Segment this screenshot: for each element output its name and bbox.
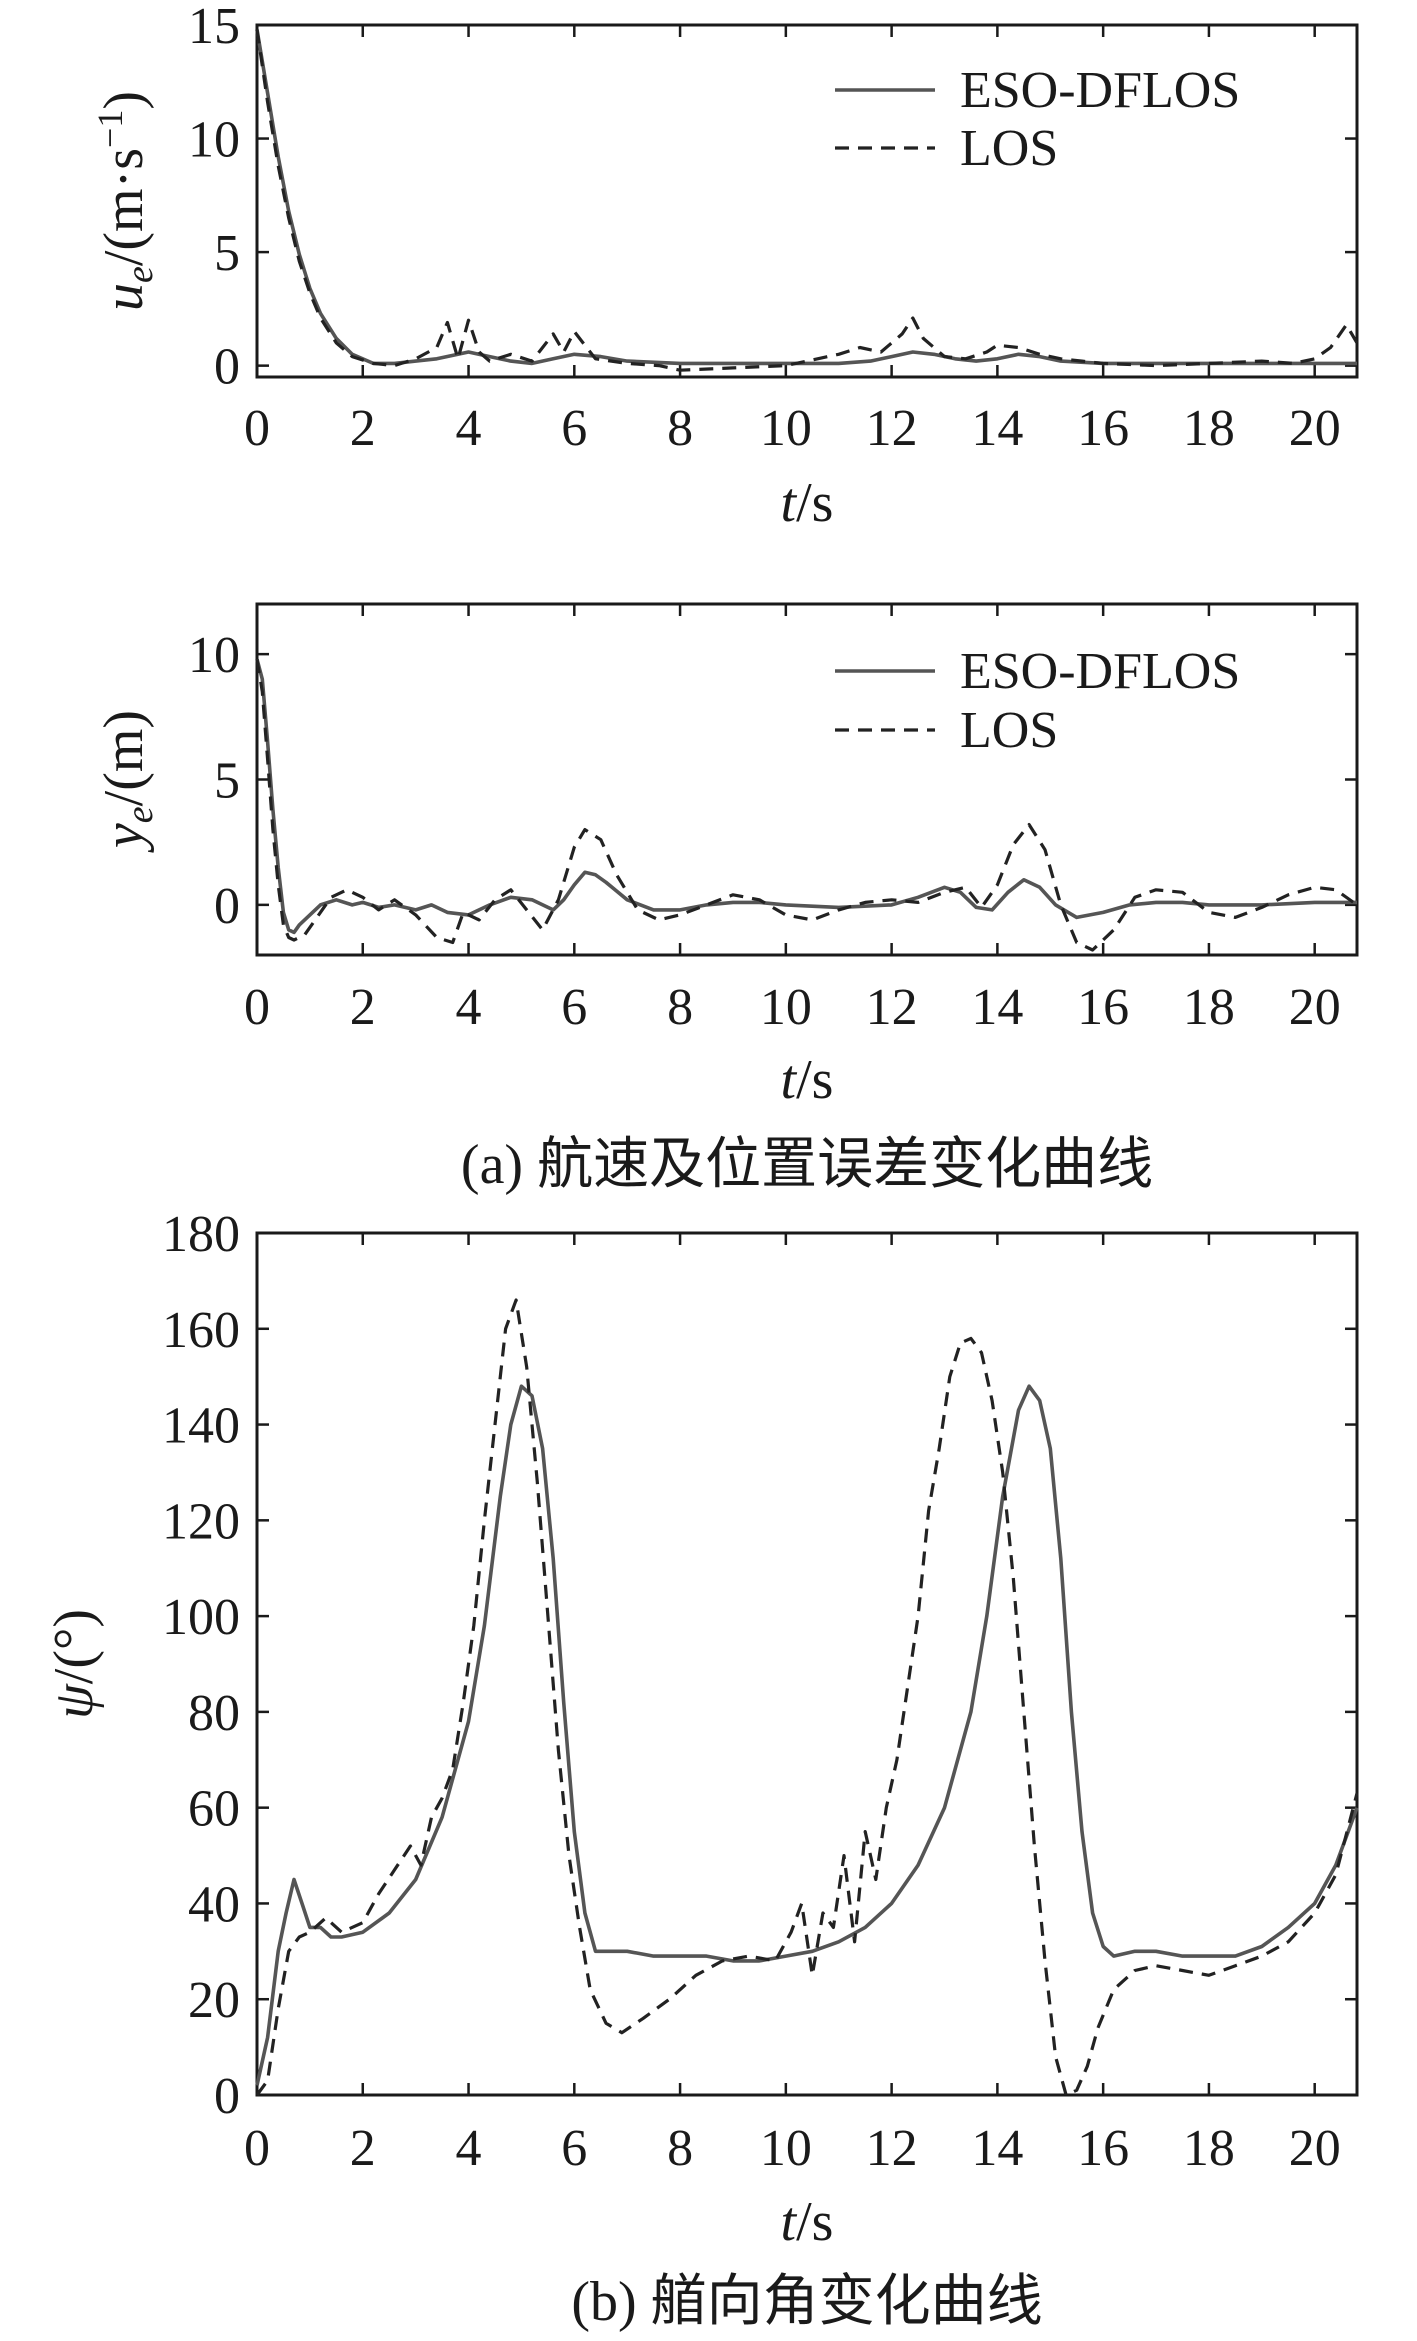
x-tick-label: 10 — [760, 979, 812, 1036]
y-tick-label: 160 — [162, 1302, 240, 1359]
x-tick-label: 18 — [1183, 2120, 1235, 2177]
x-tick-label: 20 — [1289, 979, 1341, 1036]
x-axis-label-heading-angle: t/s — [781, 2191, 834, 2253]
x-tick-label: 16 — [1077, 979, 1129, 1036]
y-axis-label-u-error: ue/(m·s−1) — [90, 91, 161, 311]
y-tick-label: 60 — [188, 1781, 240, 1838]
x-tick-label: 4 — [456, 2120, 482, 2177]
x-tick-label: 6 — [561, 400, 587, 457]
x-tick-label: 8 — [667, 2120, 693, 2177]
y-tick-label: 0 — [214, 2068, 240, 2125]
x-tick-label: 18 — [1183, 979, 1235, 1036]
y-tick-label: 20 — [188, 1972, 240, 2029]
plot-frame-heading-angle — [255, 1231, 1359, 2097]
series-los-u-error — [255, 29, 1359, 372]
x-tick-label: 14 — [971, 2120, 1023, 2177]
x-tick-label: 4 — [456, 400, 482, 457]
series-eso-dflos-heading-angle — [255, 1384, 1359, 2086]
series-eso-dflos-u-error — [255, 29, 1357, 366]
x-tick-label: 10 — [760, 2120, 812, 2177]
y-tick-label: 10 — [188, 627, 240, 684]
legend-position-error: ESO-DFLOS LOS — [835, 643, 1240, 759]
series-eso-dflos-position-error — [255, 658, 1357, 935]
y-tick-label: 15 — [188, 0, 240, 55]
caption-a: (a) 航速及位置误差变化曲线 — [461, 1134, 1153, 1196]
x-tick-label: 0 — [244, 400, 270, 457]
legend-label-eso-dflos: ESO-DFLOS — [960, 643, 1240, 700]
x-tick-label: 4 — [456, 979, 482, 1036]
legend-label-los: LOS — [960, 702, 1058, 759]
y-axis-label-position-error: ye/(m) — [93, 710, 161, 853]
x-tick-label: 12 — [866, 979, 918, 1036]
x-tick-label: 2 — [350, 400, 376, 457]
x-tick-label: 8 — [667, 400, 693, 457]
x-tick-label: 0 — [244, 979, 270, 1036]
chart-u-error: 0 2 4 6 8 10 12 14 16 18 20 0 5 10 15 ESO-DFLOS LOS t/… — [90, 0, 1359, 534]
y-tick-label: 5 — [214, 753, 240, 810]
legend-label-eso-dflos: ESO-DFLOS — [960, 62, 1240, 119]
legend-u-error: ESO-DFLOS LOS — [835, 62, 1240, 177]
y-tick-label: 10 — [188, 112, 240, 169]
x-tick-label: 16 — [1077, 400, 1129, 457]
x-tick-label: 6 — [561, 979, 587, 1036]
y-tick-label: 0 — [214, 878, 240, 935]
x-axis-label-u-error: t/s — [781, 472, 834, 534]
axis-ticks-u-error: 0 2 4 6 8 10 12 14 16 18 20 0 5 10 15 — [188, 0, 1357, 457]
legend-label-los: LOS — [960, 120, 1058, 177]
y-axis-label-heading-angle: ψ/(°) — [43, 1609, 105, 1719]
caption-b: (b) 艏向角变化曲线 — [571, 2271, 1042, 2333]
series-los-heading-angle — [255, 1298, 1359, 2097]
y-tick-label: 0 — [214, 339, 240, 396]
plot-frame-u-error — [255, 23, 1359, 379]
x-tick-label: 14 — [971, 400, 1023, 457]
x-tick-label: 6 — [561, 2120, 587, 2177]
x-axis-label-position-error: t/s — [781, 1049, 834, 1111]
y-tick-label: 180 — [162, 1206, 240, 1263]
x-tick-label: 20 — [1289, 2120, 1341, 2177]
x-tick-label: 0 — [244, 2120, 270, 2177]
x-tick-label: 20 — [1289, 400, 1341, 457]
y-tick-label: 5 — [214, 225, 240, 282]
x-tick-label: 12 — [866, 400, 918, 457]
x-tick-label: 10 — [760, 400, 812, 457]
x-tick-label: 2 — [350, 2120, 376, 2177]
x-tick-label: 8 — [667, 979, 693, 1036]
x-tick-label: 14 — [971, 979, 1023, 1036]
axis-ticks-heading-angle: 0 2 4 6 8 10 12 14 16 18 20 0 20 40 60 80 100 120 140 160 18… — [162, 1206, 1357, 2177]
x-tick-label: 16 — [1077, 2120, 1129, 2177]
y-tick-label: 80 — [188, 1685, 240, 1742]
y-tick-label: 40 — [188, 1876, 240, 1933]
x-tick-label: 2 — [350, 979, 376, 1036]
y-tick-label: 120 — [162, 1493, 240, 1550]
y-tick-label: 100 — [162, 1589, 240, 1646]
x-tick-label: 18 — [1183, 400, 1235, 457]
y-tick-label: 140 — [162, 1398, 240, 1455]
x-tick-label: 12 — [866, 2120, 918, 2177]
series-los-position-error — [255, 658, 1358, 952]
axis-ticks-position-error: 0 2 4 6 8 10 12 14 16 18 20 0 5 10 — [188, 604, 1357, 1036]
chart-heading-angle: 0 2 4 6 8 10 12 14 16 18 20 0 20 40 60 80 100 120 140 160 18… — [43, 1206, 1359, 2333]
